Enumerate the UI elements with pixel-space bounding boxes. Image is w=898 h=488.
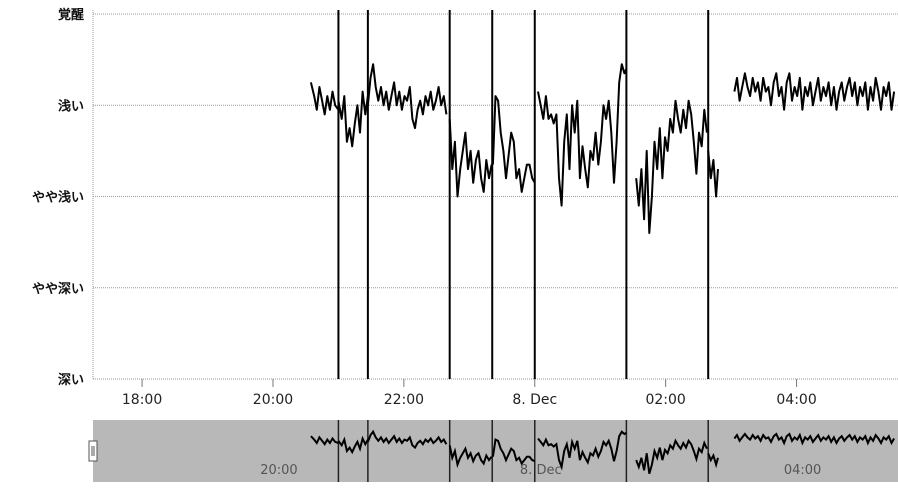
- y-tick-label-0: 深い: [58, 372, 84, 388]
- nav-segment-6: [635, 438, 708, 474]
- x-tick-label-1: 20:00: [253, 392, 293, 408]
- series-segment-8: [733, 72, 896, 111]
- y-tick-label-2: やや浅い: [32, 190, 84, 206]
- x-tick-label-3: 8. Dec: [512, 392, 557, 408]
- y-tick-label-4: 覚醒: [57, 7, 84, 23]
- nav-segment-3: [448, 445, 493, 469]
- x-tick-label-5: 04:00: [776, 392, 816, 408]
- nav-segment-2: [366, 429, 448, 450]
- y-tick-label-3: 浅い: [58, 98, 84, 114]
- nav-segment-0: [310, 435, 339, 447]
- series-lines: [309, 63, 896, 234]
- series-segment-6: [635, 99, 708, 234]
- nav-segment-5: [537, 430, 627, 471]
- navigator-labels: 20:00 8. Dec 04:00: [260, 463, 821, 478]
- series-segment-1: [337, 90, 369, 148]
- x-tick-label-2: 22:00: [384, 392, 424, 408]
- y-axis-labels: 深い やや深い やや浅い 浅い 覚醒: [32, 7, 84, 388]
- series-segment-4: [491, 95, 536, 193]
- x-tick-label-0: 18:00: [122, 392, 162, 408]
- nav-segment-4: [491, 438, 536, 466]
- navigator[interactable]: 20:00 8. Dec 04:00: [93, 420, 898, 482]
- gap-lines: [337, 10, 710, 379]
- series-segment-2: [366, 63, 448, 130]
- series-segment-0: [309, 82, 340, 116]
- nav-tick-label-2: 04:00: [784, 463, 821, 478]
- navigator-handle-left[interactable]: [88, 440, 98, 462]
- nav-tick-label-1: 8. Dec: [520, 463, 562, 478]
- nav-tick-label-0: 20:00: [260, 463, 297, 478]
- y-tick-label-1: やや深い: [32, 281, 84, 297]
- series-segment-3: [448, 118, 493, 198]
- nav-segment-1: [337, 435, 369, 455]
- x-tick-label-4: 02:00: [645, 392, 685, 408]
- nav-segment-8: [733, 432, 895, 446]
- series-segment-5: [537, 63, 628, 207]
- navigator-gap-lines: [337, 420, 709, 482]
- nav-segment-7: [707, 452, 719, 469]
- navigator-series: [310, 429, 895, 474]
- x-axis-labels: 18:00 20:00 22:00 8. Dec 02:00 04:00: [122, 392, 817, 408]
- series-segment-7: [707, 150, 719, 198]
- navigator-background[interactable]: [93, 420, 898, 482]
